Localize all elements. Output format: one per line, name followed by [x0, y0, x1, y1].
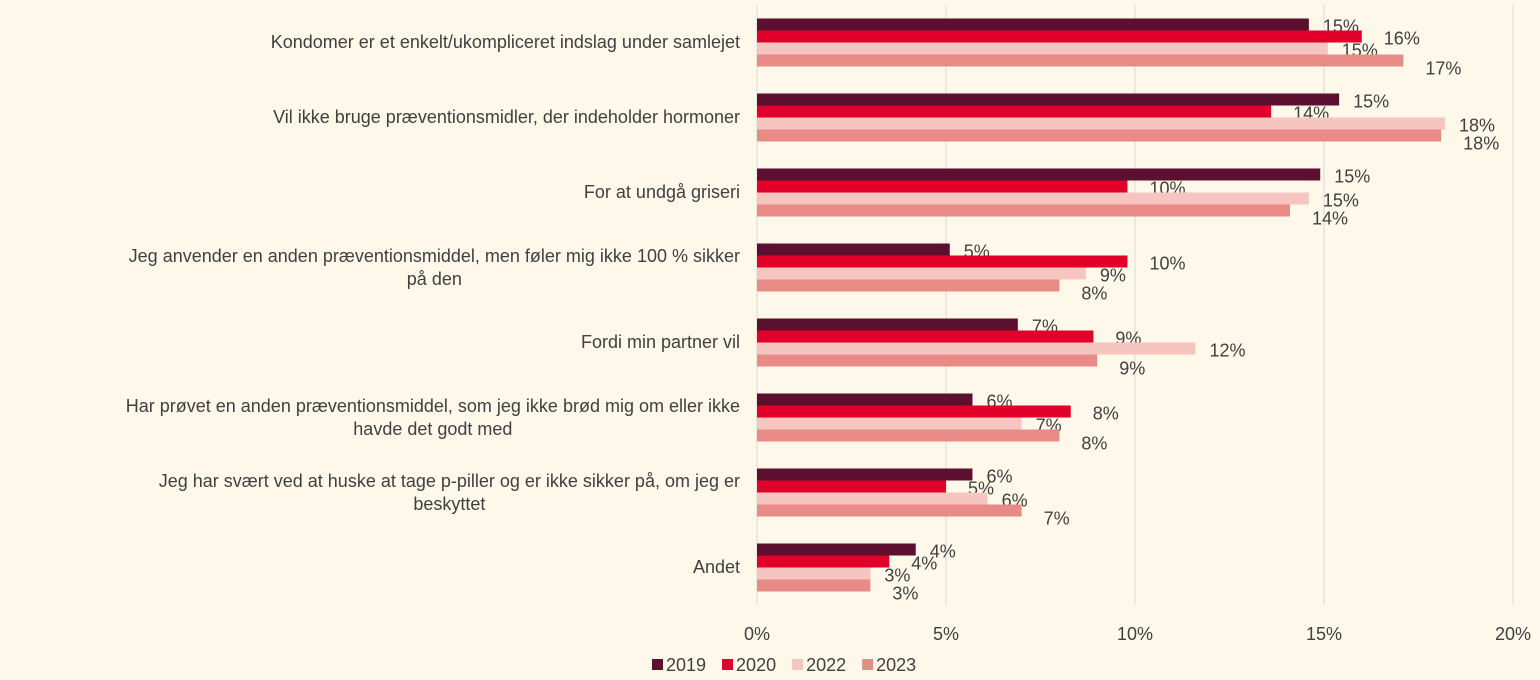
data-label: 4% — [930, 541, 956, 561]
category-label-box: Andet — [0, 538, 740, 598]
category-label-box: Jeg har svært ved at huske at tage p-pil… — [0, 463, 740, 523]
data-label: 8% — [1081, 283, 1107, 303]
legend-label: 2023 — [876, 655, 916, 675]
legend-label: 2019 — [666, 655, 706, 675]
data-label: 18% — [1459, 115, 1495, 135]
data-label: 12% — [1209, 340, 1245, 360]
category-label-box: Fordi min partner vil — [0, 313, 740, 373]
data-label: 3% — [884, 565, 910, 585]
bar — [757, 480, 946, 493]
category-label: Jeg har svært ved at huske at tage p-pil… — [158, 470, 740, 514]
bar — [757, 117, 1445, 130]
bar — [757, 18, 1309, 31]
legend-swatch — [792, 659, 804, 670]
bar — [757, 342, 1196, 355]
bar — [757, 492, 988, 505]
bar — [757, 429, 1060, 442]
data-label: 3% — [892, 583, 918, 603]
legend-swatch — [722, 659, 734, 670]
category-label-box: For at undgå griseri — [0, 163, 740, 223]
data-label: 8% — [1093, 403, 1119, 423]
bar — [757, 54, 1404, 67]
bar — [757, 105, 1272, 118]
bar — [757, 417, 1022, 430]
category-label: Har prøvet en anden præventionsmiddel, s… — [125, 395, 740, 439]
category-label-box: Har prøvet en anden præventionsmiddel, s… — [0, 388, 740, 448]
bar — [757, 255, 1128, 268]
bar — [757, 267, 1086, 280]
bar — [757, 543, 916, 556]
bar — [757, 567, 871, 580]
data-label: 9% — [1100, 265, 1126, 285]
bar — [757, 468, 973, 481]
bar — [757, 192, 1309, 205]
bar — [757, 93, 1340, 106]
x-tick-label: 0% — [744, 624, 770, 644]
bar — [757, 129, 1442, 142]
x-tick-label: 5% — [933, 624, 959, 644]
data-label: 6% — [986, 466, 1012, 486]
data-label: 15% — [1334, 166, 1370, 186]
bar — [757, 393, 973, 406]
category-label: For at undgå griseri — [583, 182, 740, 202]
category-label-box: Kondomer er et enkelt/ukompliceret indsl… — [0, 13, 740, 73]
x-tick-label: 10% — [1117, 624, 1153, 644]
x-tick-label: 15% — [1306, 624, 1342, 644]
category-label-box: Jeg anvender en anden præventionsmiddel,… — [0, 238, 740, 298]
category-label: Jeg anvender en anden præventionsmiddel,… — [128, 245, 740, 289]
data-label: 4% — [911, 553, 937, 573]
data-label: 16% — [1384, 28, 1420, 48]
bar — [757, 555, 890, 568]
data-label: 18% — [1463, 133, 1499, 153]
category-label-box: Vil ikke bruge præventionsmidler, der in… — [0, 88, 740, 148]
data-label: 8% — [1081, 433, 1107, 453]
bar — [757, 42, 1328, 55]
category-label: Andet — [692, 557, 740, 577]
legend-swatch — [862, 659, 874, 670]
bar — [757, 168, 1321, 181]
data-label: 7% — [1044, 508, 1070, 528]
category-label: Vil ikke bruge præventionsmidler, der in… — [273, 107, 740, 127]
x-tick-label: 20% — [1495, 624, 1531, 644]
legend-swatch — [652, 659, 663, 670]
bar — [757, 354, 1098, 367]
bar — [757, 243, 950, 256]
category-label: Kondomer er et enkelt/ukompliceret indsl… — [270, 32, 740, 52]
data-label: 10% — [1149, 253, 1185, 273]
bar — [757, 180, 1128, 193]
bar — [757, 405, 1071, 418]
data-label: 9% — [1119, 358, 1145, 378]
category-label: Fordi min partner vil — [580, 332, 740, 352]
legend-label: 2020 — [736, 655, 776, 675]
legend-label: 2022 — [806, 655, 846, 675]
bar — [757, 504, 1022, 517]
bar — [757, 30, 1362, 43]
bar — [757, 318, 1018, 331]
data-label: 17% — [1425, 58, 1461, 78]
data-label: 15% — [1353, 91, 1389, 111]
data-label: 14% — [1312, 208, 1348, 228]
bar — [757, 279, 1060, 292]
bar — [757, 204, 1290, 217]
bar — [757, 330, 1094, 343]
data-label: 15% — [1323, 190, 1359, 210]
bar — [757, 579, 871, 592]
